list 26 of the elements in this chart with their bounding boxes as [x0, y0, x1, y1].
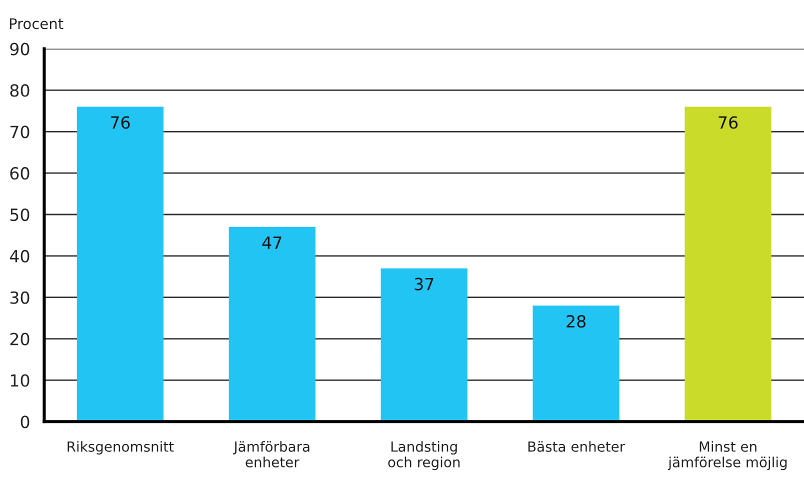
y-tick-label: 60 [10, 167, 30, 180]
bar [532, 306, 620, 422]
bar [684, 106, 772, 422]
y-tick-label: 80 [10, 84, 30, 97]
y-tick-label: 0 [20, 416, 30, 428]
data-label: 28 [566, 315, 586, 328]
bar [76, 106, 164, 422]
bar [228, 226, 316, 422]
y-tick-label: 30 [10, 291, 30, 304]
x-tick-label: Jämförbara enheter [233, 441, 310, 468]
data-label: 76 [110, 116, 130, 129]
bar [380, 268, 468, 422]
y-tick-label: 10 [10, 374, 30, 387]
data-label: 76 [718, 116, 738, 129]
data-label: 47 [262, 236, 282, 249]
y-tick-label: 50 [10, 208, 30, 222]
y-tick-label: 20 [10, 332, 30, 346]
y-axis-title: Procent [10, 18, 64, 30]
x-tick-label: Riksgenomsnitt [68, 441, 174, 455]
data-label: 37 [414, 278, 434, 290]
y-tick-label: 70 [10, 126, 30, 138]
y-tick-label: 40 [10, 250, 30, 263]
y-tick-label: 90 [10, 42, 30, 56]
x-tick-label: Landsting och region [388, 441, 460, 470]
x-tick-label: Bästa enheter [528, 441, 626, 452]
x-tick-label: Minst en jämförelse möjlig [668, 441, 787, 470]
